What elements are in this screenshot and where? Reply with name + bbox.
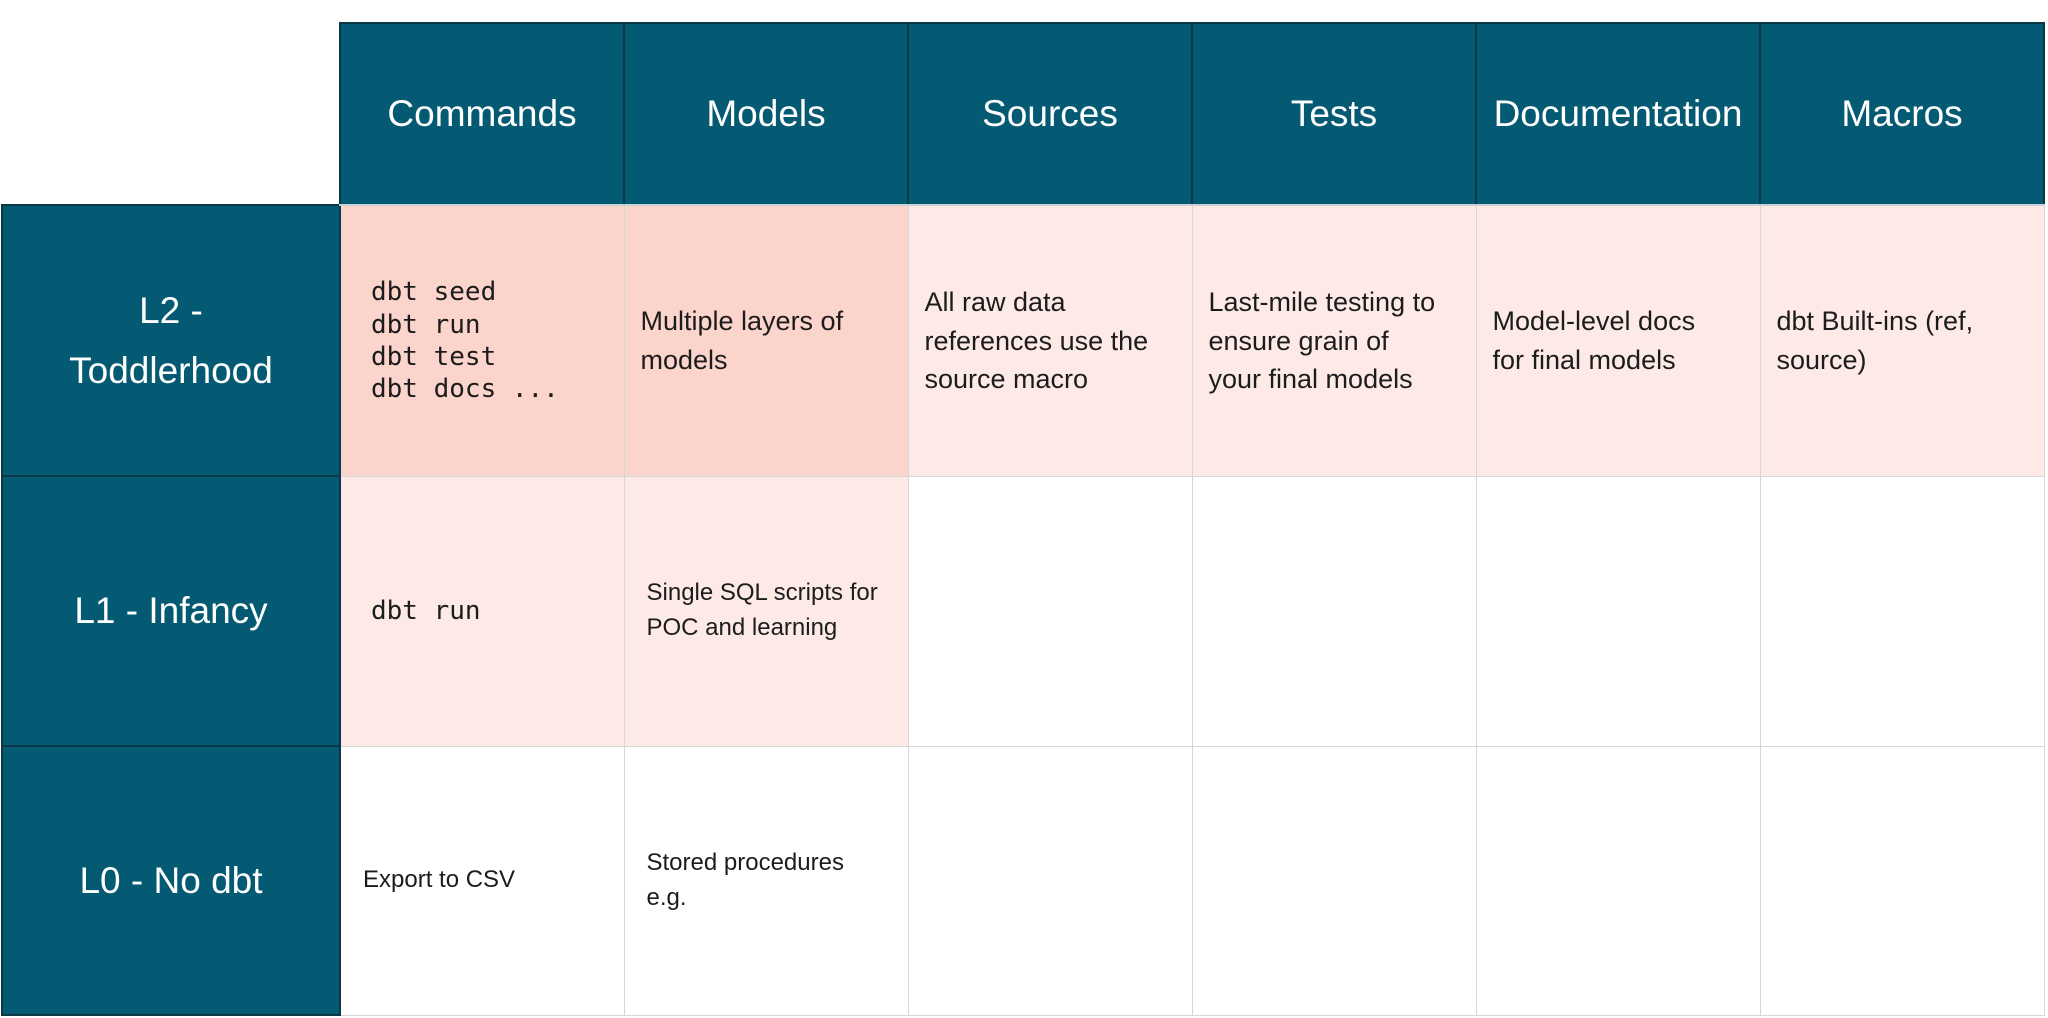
column-header-documentation: Documentation	[1475, 22, 1761, 206]
column-header-macros: Macros	[1759, 22, 2045, 206]
cell-l1-commands: dbt run	[339, 475, 625, 747]
cell-l2-documentation: Model-level docs for final models	[1475, 204, 1761, 477]
cell-l1-macros	[1759, 475, 2045, 747]
dbt-maturity-table: Commands Models Sources Tests Documentat…	[1, 22, 2045, 1016]
corner-spacer	[2, 23, 340, 205]
cell-l1-models: Single SQL scripts for POC and learning	[623, 475, 909, 747]
cell-l2-macros: dbt Built-ins (ref, source)	[1759, 204, 2045, 477]
row-header-l2: L2 - Toddlerhood	[1, 204, 341, 477]
cell-l1-tests	[1191, 475, 1477, 747]
row-l0-no-dbt: L0 - No dbt Export to CSV Stored procedu…	[1, 745, 2045, 1016]
cell-l2-tests: Last-mile testing to ensure grain of you…	[1191, 204, 1477, 477]
cell-l0-commands: Export to CSV	[339, 745, 625, 1016]
cell-l0-macros	[1759, 745, 2045, 1016]
column-header-tests: Tests	[1191, 22, 1477, 206]
header-row: Commands Models Sources Tests Documentat…	[2, 22, 2045, 206]
row-header-l0: L0 - No dbt	[1, 745, 341, 1016]
cell-l0-models: Stored procedures e.g.	[623, 745, 909, 1016]
cell-l2-sources: All raw data references use the source m…	[907, 204, 1193, 477]
column-header-commands: Commands	[339, 22, 625, 206]
column-header-models: Models	[623, 22, 909, 206]
cell-l2-commands: dbt seed dbt run dbt test dbt docs ...	[339, 204, 625, 477]
column-header-sources: Sources	[907, 22, 1193, 206]
cell-l0-tests	[1191, 745, 1477, 1016]
cell-l2-models: Multiple layers of models	[623, 204, 909, 477]
row-header-l1: L1 - Infancy	[1, 475, 341, 747]
cell-l1-sources	[907, 475, 1193, 747]
cell-l0-sources	[907, 745, 1193, 1016]
row-l2-toddlerhood: L2 - Toddlerhood dbt seed dbt run dbt te…	[1, 204, 2045, 477]
cell-l0-documentation	[1475, 745, 1761, 1016]
row-l1-infancy: L1 - Infancy dbt run Single SQL scripts …	[1, 475, 2045, 747]
cell-l1-documentation	[1475, 475, 1761, 747]
